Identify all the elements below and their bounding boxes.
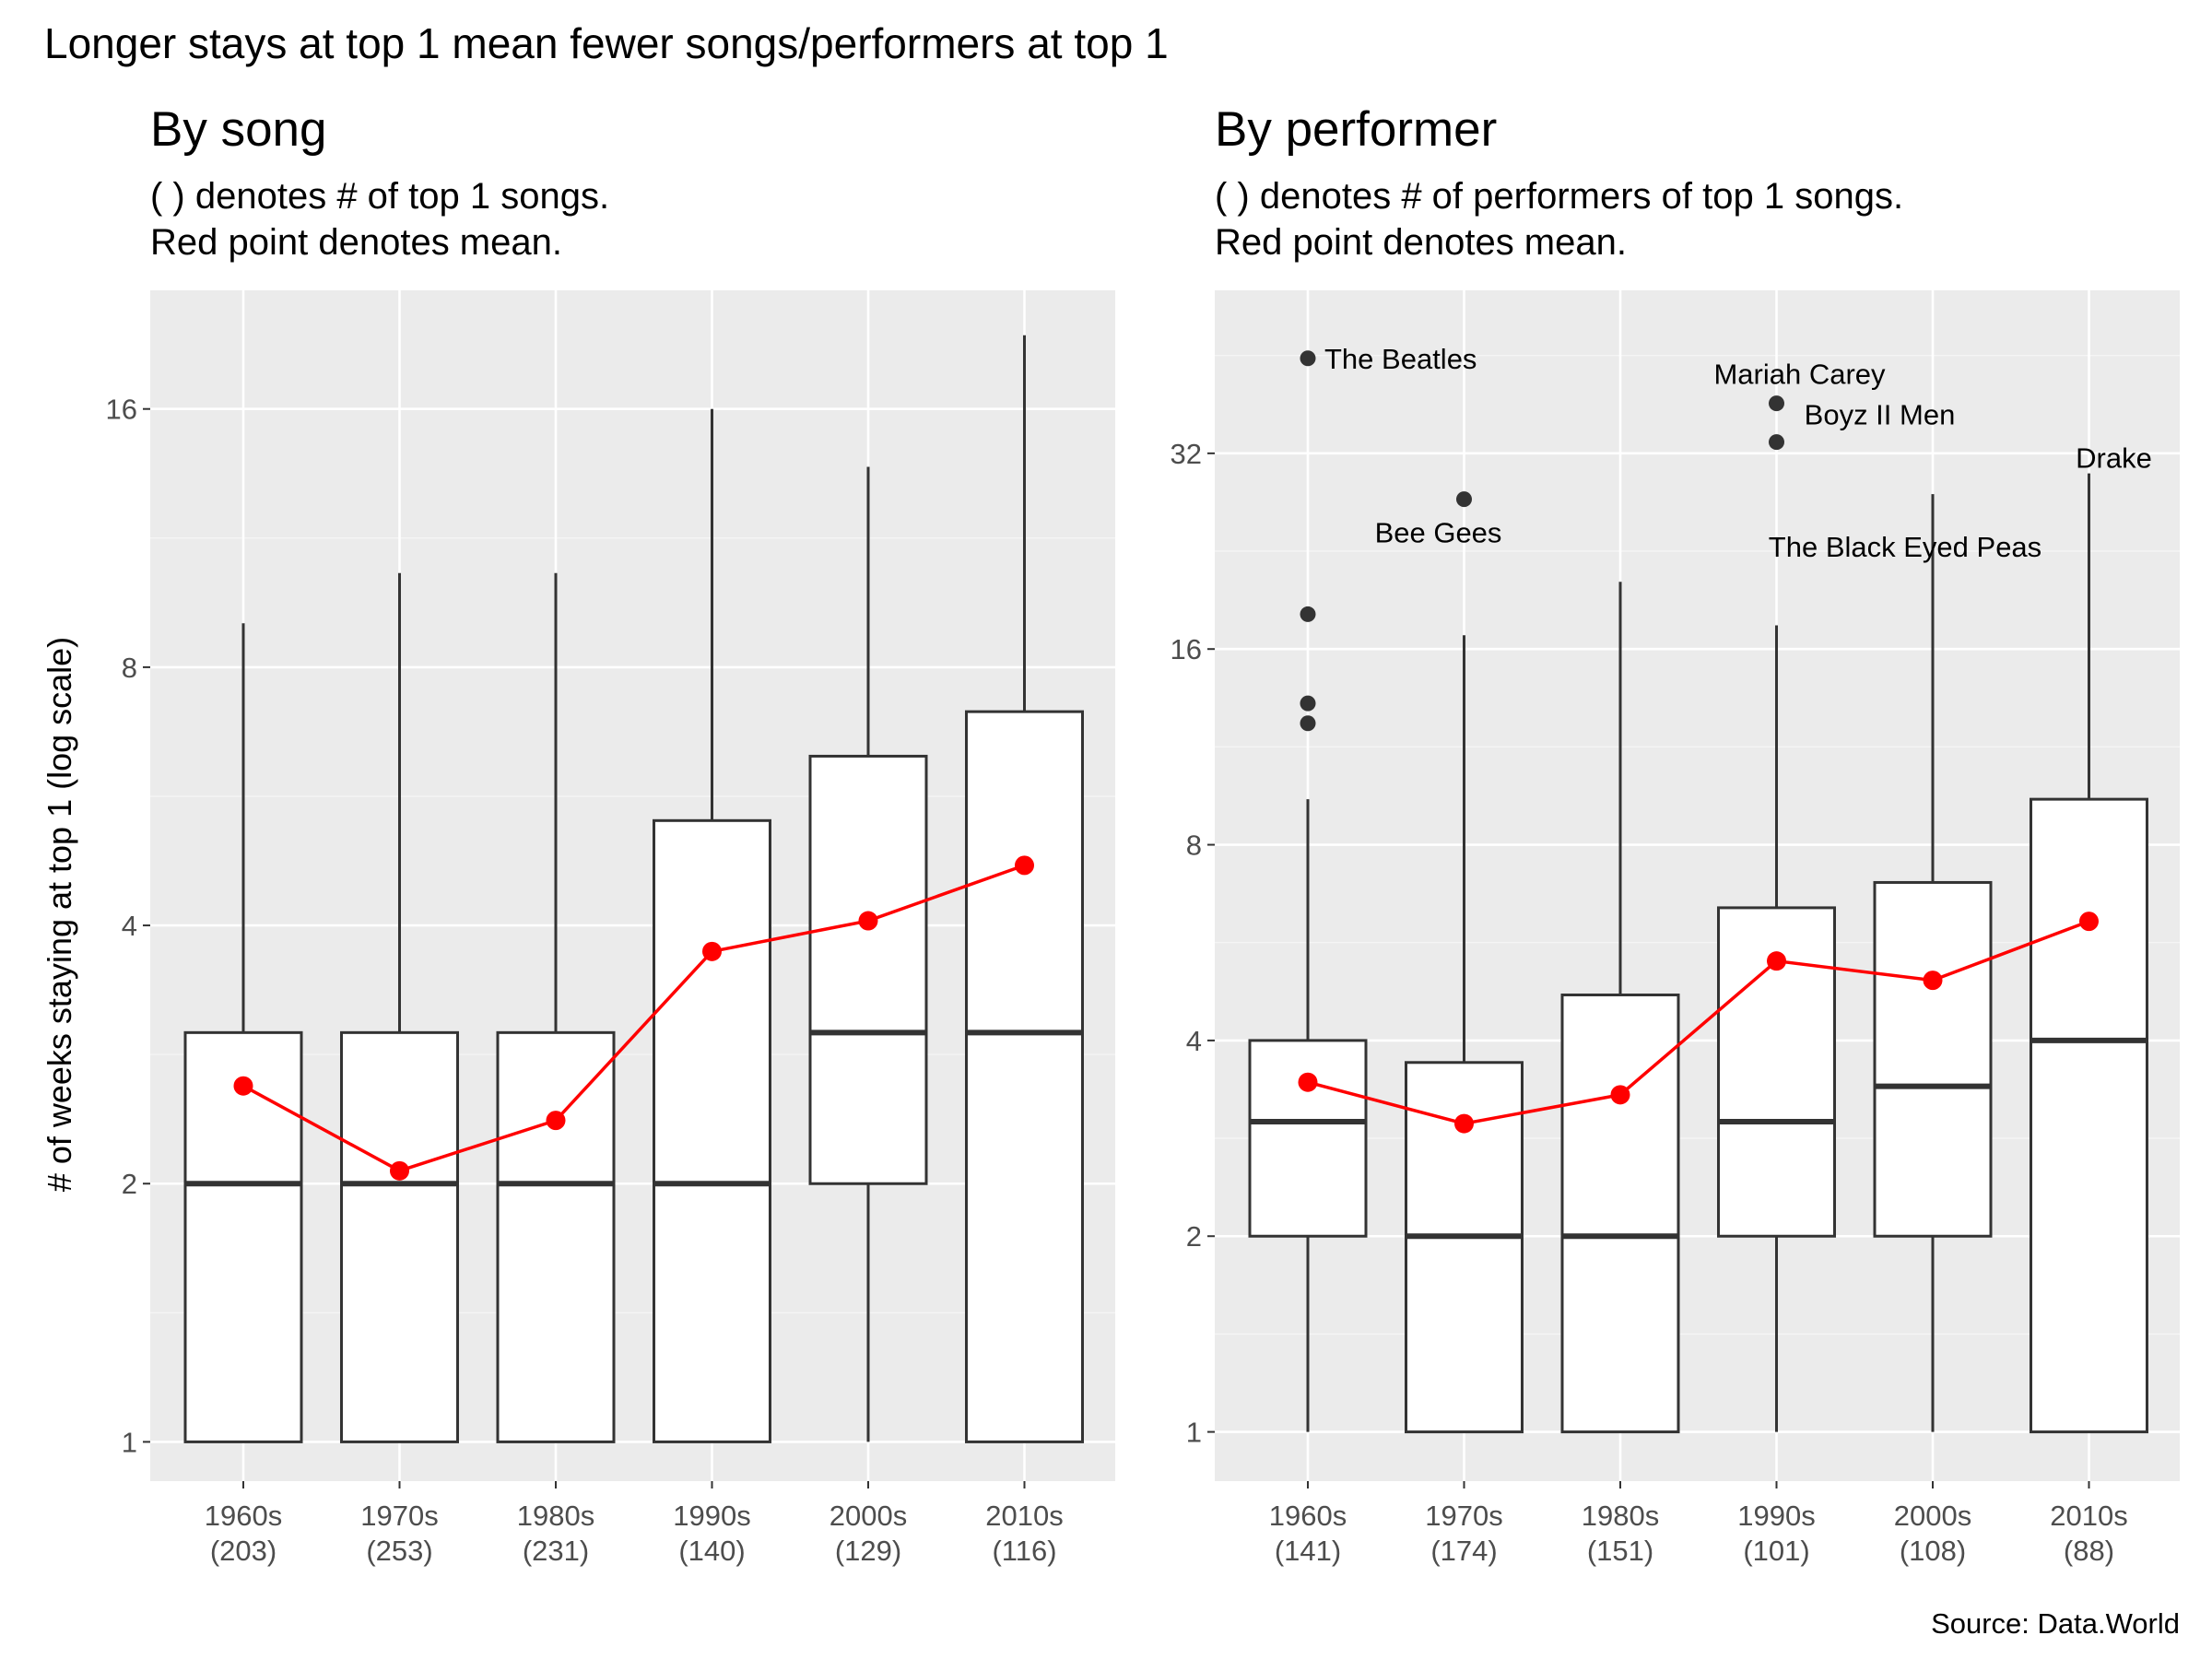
outlier-point [1300,606,1316,622]
y-axis-label: # of weeks staying at top 1 (log scale) [41,637,78,1192]
y-tick-label: 4 [122,910,137,942]
x-tick-count-label: (203) [210,1535,276,1567]
box [965,710,1084,1443]
y-tick-label: 1 [122,1426,137,1458]
panel-background [150,290,1115,1481]
mean-point [1923,971,1943,991]
figure-title: Longer stays at top 1 mean fewer songs/p… [44,19,1169,67]
outlier-point [1456,491,1472,508]
y-tick-label: 2 [1186,1220,1202,1253]
box [1248,1039,1368,1238]
y-tick-label: 16 [106,394,137,426]
x-tick-label: 2000s [830,1500,907,1532]
y-tick-label: 32 [1171,438,1202,470]
mean-point [1610,1085,1630,1105]
x-tick-count-label: (253) [366,1535,432,1567]
panel-by-song: By song ( ) denotes # of top 1 songs. Re… [41,102,1115,1567]
y-tick-label: 8 [122,652,137,684]
y-tick-label: 2 [122,1168,137,1200]
x-tick-label: 1970s [360,1500,438,1532]
box [1560,993,1680,1434]
outlier-point [1769,395,1784,412]
panel-subtitle-line-1: ( ) denotes # of performers of top 1 son… [1215,176,1903,217]
outlier-point [1300,715,1316,732]
x-tick-count-label: (101) [1743,1535,1809,1567]
y-tick-label: 4 [1186,1025,1202,1057]
outlier-label: Bee Gees [1375,517,1502,549]
x-tick-count-label: (129) [835,1535,901,1567]
mean-point [546,1111,566,1131]
box [496,1030,616,1443]
x-tick-count-label: (231) [523,1535,589,1567]
panel-subtitle-line-2: Red point denotes mean. [1215,222,1627,263]
x-tick-count-label: (140) [678,1535,745,1567]
x-tick-label: 1980s [1582,1500,1659,1532]
panel-background [1215,290,2180,1481]
mean-point [1298,1072,1318,1092]
plot-area-by-performer: 1 2 4 8 16 32 1960s(141) 1970s(174) 1980s(151) 19… [1171,290,2180,1567]
panel-title-by-performer: By performer [1215,102,1497,157]
mean-point [390,1160,409,1181]
mean-point [2079,912,2099,932]
y-tick-label: 16 [1171,633,1202,665]
outlier-point [1300,350,1316,367]
x-tick-label: 1990s [1737,1500,1815,1532]
outlier-label: The Beatles [1324,343,1477,375]
box [653,818,771,1443]
x-tick-label: 1970s [1425,1500,1502,1532]
box [183,1030,303,1443]
x-tick-count-label: (116) [992,1535,1056,1567]
x-tick-label: 1990s [673,1500,750,1532]
outlier-label: Boyz II Men [1805,399,1956,431]
box [2030,797,2148,1434]
mean-point [1015,855,1034,876]
box [340,1030,459,1443]
x-tick-label: 2010s [985,1500,1063,1532]
x-tick-count-label: (151) [1587,1535,1653,1567]
x-tick-count-label: (108) [1900,1535,1966,1567]
mean-line [242,864,1026,1173]
panel-title-by-song: By song [150,102,327,157]
panel-subtitle-line-1: ( ) denotes # of top 1 songs. [150,176,609,217]
mean-point [702,941,722,961]
x-tick-label: 2010s [2050,1500,2127,1532]
box [1873,880,1993,1238]
x-tick-count-label: (174) [1430,1535,1497,1567]
plot-area-by-song: 1 2 4 8 16 1960s(203) 1970s(253) 1980s(231) 1990… [106,290,1115,1567]
y-tick-label: 1 [1186,1417,1202,1449]
outlier-point [1300,695,1316,712]
box [808,754,928,1185]
outlier-label: Mariah Carey [1713,359,1886,391]
mean-point [1454,1113,1474,1134]
outlier-point [1769,434,1784,451]
mean-point [233,1076,253,1096]
x-tick-label: 2000s [1894,1500,1971,1532]
x-tick-count-label: (88) [2064,1535,2114,1567]
annotation-label: The Black Eyed Peas [1769,531,2041,563]
x-tick-label: 1960s [205,1500,282,1532]
mean-point [1767,951,1786,971]
x-tick-label: 1980s [517,1500,594,1532]
y-tick-label: 8 [1186,830,1202,862]
mean-point [858,911,878,931]
x-tick-count-label: (141) [1275,1535,1341,1567]
mean-line [1307,919,2090,1125]
panel-subtitle-line-2: Red point denotes mean. [150,222,562,263]
annotation-label: Drake [2076,442,2152,475]
source-caption: Source: Data.World [1931,1607,2180,1640]
x-tick-label: 1960s [1269,1500,1347,1532]
panel-by-performer: By performer ( ) denotes # of performers… [1171,102,2180,1567]
